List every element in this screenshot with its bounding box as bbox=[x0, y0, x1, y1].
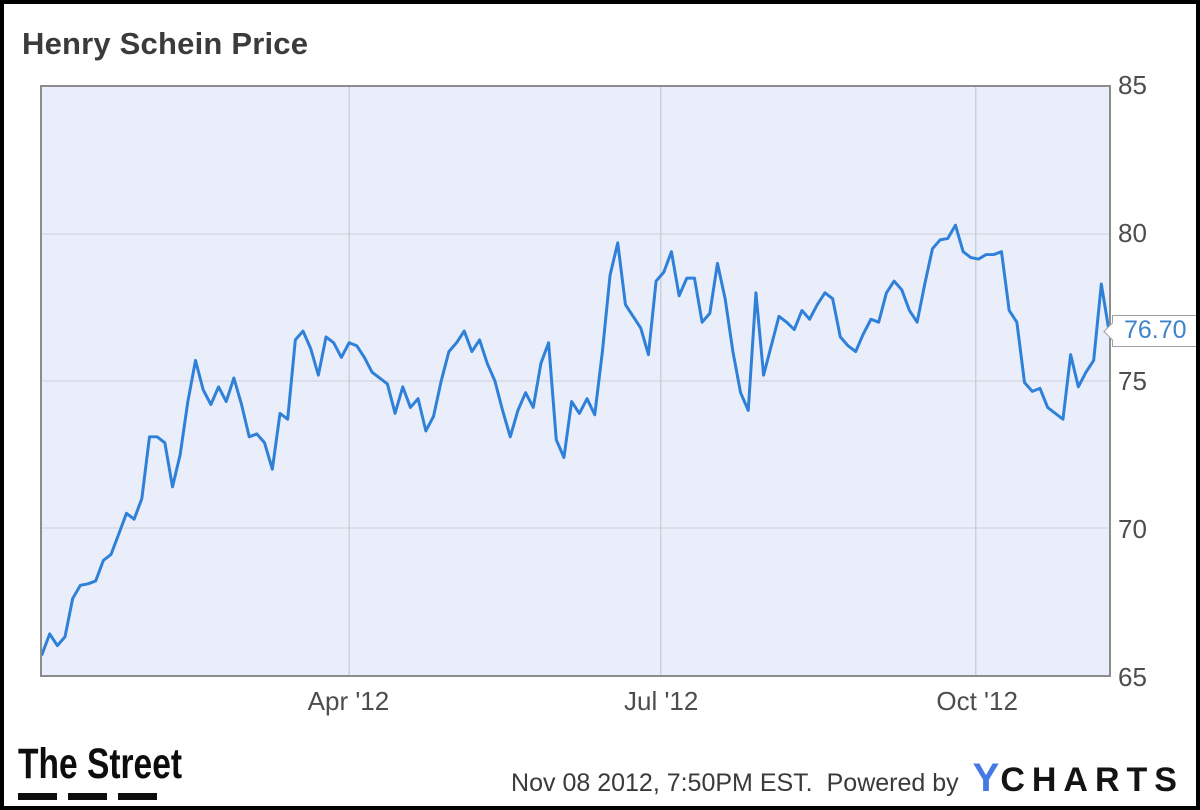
ycharts-logo[interactable]: YCHARTS bbox=[973, 756, 1184, 801]
y-axis-tick: 85 bbox=[1118, 70, 1147, 100]
last-price-callout: 76.70 bbox=[1103, 314, 1196, 347]
price-line bbox=[42, 223, 1109, 656]
thestreet-logo-text: The Street bbox=[18, 740, 183, 788]
thestreet-logo[interactable]: The Street bbox=[18, 740, 228, 800]
ycharts-logo-charts: CHARTS bbox=[1000, 761, 1184, 799]
ycharts-logo-y: Y bbox=[972, 756, 1001, 800]
plot-area bbox=[40, 85, 1111, 677]
y-axis-tick: 80 bbox=[1118, 218, 1147, 248]
y-axis-tick: 70 bbox=[1118, 514, 1147, 544]
timestamp: Nov 08 2012, 7:50PM EST. bbox=[511, 769, 813, 797]
y-axis-tick: 65 bbox=[1118, 662, 1147, 692]
price-line-chart bbox=[42, 87, 1109, 675]
x-axis-tick: Oct '12 bbox=[936, 686, 1018, 716]
x-axis-tick: Jul '12 bbox=[624, 686, 699, 716]
powered-by-label: Powered by bbox=[826, 769, 959, 797]
x-axis-tick: Apr '12 bbox=[307, 686, 390, 716]
page-title: Henry Schein Price bbox=[22, 26, 309, 61]
last-price-value: 76.70 bbox=[1124, 316, 1187, 345]
thestreet-logo-dashes-icon bbox=[18, 793, 228, 800]
attribution-bar: Nov 08 2012, 7:50PM EST. Powered by YCHA… bbox=[511, 756, 1184, 802]
y-axis-tick: 75 bbox=[1118, 366, 1147, 396]
